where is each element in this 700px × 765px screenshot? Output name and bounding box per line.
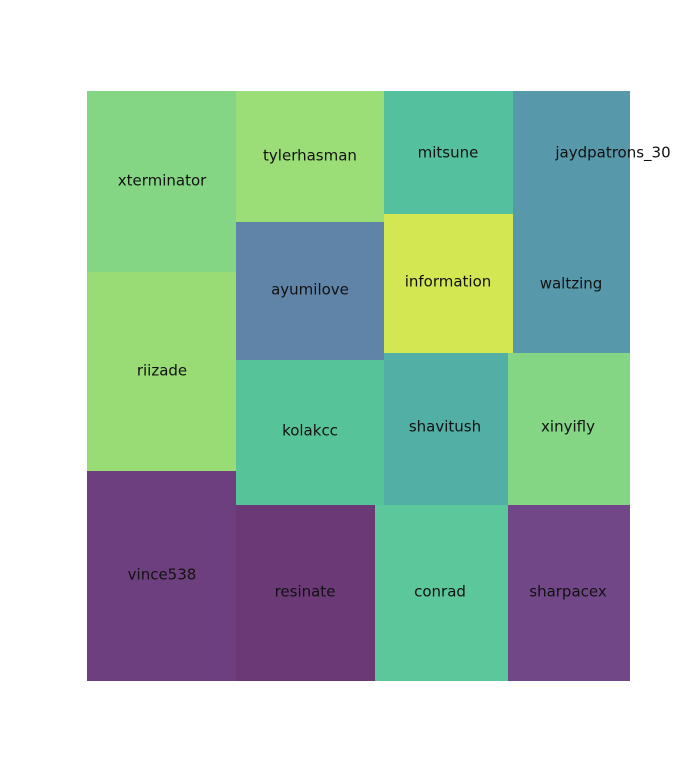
treemap-tile-shavitush (384, 353, 508, 505)
tile-label-conrad: conrad (414, 583, 466, 601)
treemap-tile-mitsune (384, 91, 513, 214)
treemap-tile-waltzing (513, 215, 630, 353)
tile-label-jaydpatrons-30: jaydpatrons_30 (554, 144, 670, 163)
treemap-tile-riizade (87, 272, 236, 471)
treemap-tile-xterminator (87, 91, 236, 272)
treemap-tile-resinate (236, 505, 375, 681)
tile-label-information: information (405, 273, 492, 291)
tile-label-xinyifly: xinyifly (541, 418, 595, 436)
tile-label-shavitush: shavitush (409, 418, 481, 436)
treemap-tile-kolakcc (236, 360, 384, 505)
treemap-tile-ayumilove (236, 222, 384, 360)
treemap-tile-jaydpatrons-30 (513, 91, 630, 215)
tile-label-mitsune: mitsune (418, 144, 479, 162)
tile-label-vince538: vince538 (128, 566, 197, 584)
tile-label-tylerhasman: tylerhasman (263, 147, 357, 165)
tile-label-xterminator: xterminator (118, 172, 207, 190)
treemap-tile-conrad (375, 505, 508, 681)
tile-label-waltzing: waltzing (540, 275, 603, 293)
tile-label-resinate: resinate (275, 583, 336, 601)
treemap-tile-vince538 (87, 471, 236, 681)
tile-label-ayumilove: ayumilove (271, 281, 349, 299)
treemap-tile-information (384, 214, 513, 353)
tile-label-kolakcc: kolakcc (282, 422, 338, 440)
tile-label-sharpacex: sharpacex (529, 583, 607, 601)
treemap-tile-sharpacex (508, 505, 630, 681)
treemap-tiles (87, 91, 630, 681)
treemap-labels: xterminator riizade vince538 tylerhasman ayu… (118, 144, 671, 601)
tile-label-riizade: riizade (137, 362, 187, 380)
treemap-tile-tylerhasman (236, 91, 384, 222)
treemap-tile-xinyifly (508, 353, 630, 505)
